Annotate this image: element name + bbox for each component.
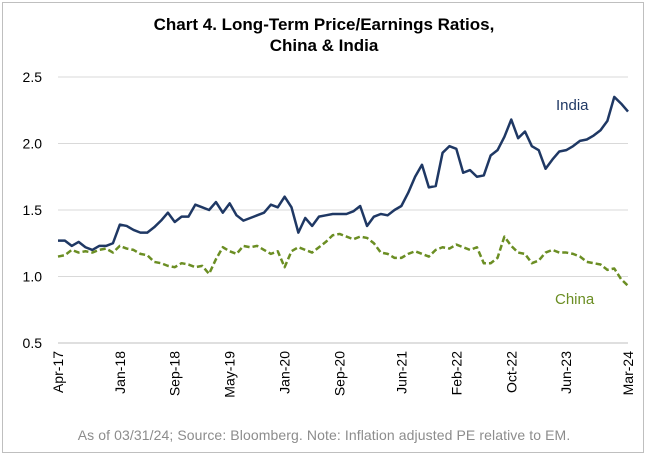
x-tick-label: Jan-18 xyxy=(112,351,128,394)
y-tick-label: 2.5 xyxy=(23,69,43,85)
x-tick-label: Feb-22 xyxy=(448,351,464,396)
series-line-india xyxy=(58,95,629,252)
x-tick-label: Apr-17 xyxy=(50,351,66,393)
gridlines xyxy=(58,76,628,277)
y-tick-label: 2.0 xyxy=(23,136,43,152)
x-tick-label: Jun-21 xyxy=(393,351,409,394)
x-tick-label: Sep-20 xyxy=(332,351,348,396)
x-tick-label: May-19 xyxy=(222,351,238,398)
y-tick-label: 1.0 xyxy=(23,269,43,285)
x-tick-label: Oct-22 xyxy=(503,351,519,393)
chart-footnote: As of 03/31/24; Source: Bloomberg. Note:… xyxy=(77,427,571,443)
series-line-china xyxy=(57,232,629,287)
chart-title: Chart 4. Long-Term Price/Earnings Ratios… xyxy=(153,15,495,55)
series-lines xyxy=(57,95,629,287)
series-label-india: India xyxy=(556,97,589,114)
series-label-china: China xyxy=(555,291,595,308)
x-tick-label: Mar-24 xyxy=(620,351,636,396)
y-tick-label: 0.5 xyxy=(23,335,43,351)
x-tick-label: Sep-18 xyxy=(167,351,183,396)
x-tick-label: Jan-20 xyxy=(277,351,293,394)
y-tick-label: 1.5 xyxy=(23,202,43,218)
labels: 0.5 1.0 1.5 2.0 2.5 Apr-17 Jan-18 Sep-18 May-19 J… xyxy=(23,69,636,398)
x-tick-label: Jun-23 xyxy=(558,351,574,394)
